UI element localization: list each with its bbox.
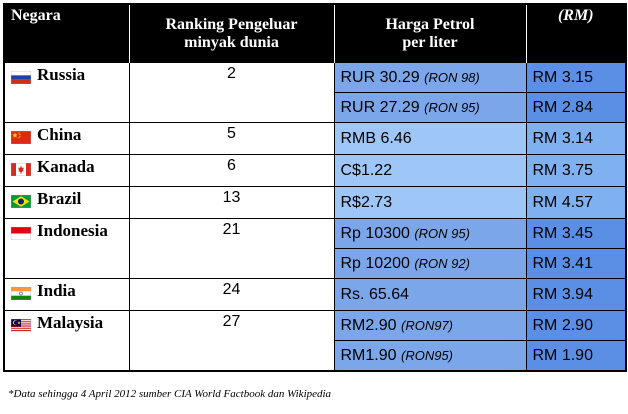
rm-price-cell: RM 3.45 xyxy=(525,218,627,249)
fuel-grade: (RON 95) xyxy=(424,99,480,115)
local-price-cell: RMB 6.46 xyxy=(333,122,527,155)
local-price-cell: C$1.22 xyxy=(333,154,527,187)
fuel-grade: (RON 92) xyxy=(414,255,470,271)
fuel-price-table-container: Negara Ranking Pengeluar minyak dunia Ha… xyxy=(3,3,627,372)
footnote: *Data sehingga 4 April 2012 sumber CIA W… xyxy=(8,388,332,400)
local-price-value: RUR 27.29 xyxy=(340,98,420,116)
country-cell: China xyxy=(3,122,130,155)
local-price-value: R$2.73 xyxy=(340,193,393,211)
table-row: Indonesia 21 Rp 10300 (RON 95) RM 3.45 xyxy=(3,218,627,279)
table-body: Russia 2 RUR 30.29 (RON 98) RM 3.15 RUR 27.2… xyxy=(3,62,627,372)
local-price-cell: Rp 10300 (RON 95) xyxy=(333,218,527,249)
header-price-line2: per liter xyxy=(402,33,458,51)
header-ranking: Ranking Pengeluar minyak dunia xyxy=(129,4,335,63)
country-cell: Russia xyxy=(3,62,130,123)
country-name: Brazil xyxy=(37,189,82,208)
rm-price-cell: RM 3.75 xyxy=(525,154,627,187)
local-price-cell: RUR 30.29 (RON 98) xyxy=(333,62,527,93)
local-price-value: Rp 10200 xyxy=(340,254,410,272)
local-price-cell: Rp 10200 (RON 92) xyxy=(333,248,527,279)
country-label: Russia xyxy=(5,65,85,85)
local-price-cell: R$2.73 xyxy=(333,186,527,219)
table-row: RM1.90 (RON95) RM 1.90 xyxy=(4,340,627,372)
rank-cell: 24 xyxy=(128,278,335,311)
local-price-cell: RM2.90 (RON97) xyxy=(333,310,527,341)
country-label: Indonesia xyxy=(5,221,108,241)
russia-flag-icon xyxy=(10,69,32,84)
table-row: China 5 RMB 6.46 RM 3.14 xyxy=(3,122,627,155)
canada-flag-icon xyxy=(10,161,32,176)
header-row: Negara Ranking Pengeluar minyak dunia Ha… xyxy=(4,4,626,63)
brazil-flag-icon xyxy=(10,193,32,208)
malaysia-flag-icon xyxy=(10,317,32,332)
rank-cell: 21 xyxy=(128,218,335,279)
local-price-value: RM2.90 xyxy=(340,316,397,334)
country-cell: Brazil xyxy=(3,186,130,219)
header-ranking-line1: Ranking Pengeluar xyxy=(165,15,298,33)
fuel-grade: (RON97) xyxy=(400,317,453,333)
rank-cell: 13 xyxy=(128,186,335,219)
country-label: India xyxy=(5,281,76,301)
local-price-cell: Rs. 65.64 xyxy=(333,278,527,311)
local-price-value: RUR 30.29 xyxy=(340,68,420,86)
rm-price-cell: RM 1.90 xyxy=(525,340,627,372)
fuel-price-table: Negara Ranking Pengeluar minyak dunia Ha… xyxy=(3,3,627,372)
country-name: Indonesia xyxy=(37,221,108,240)
rank-cell: 6 xyxy=(128,154,335,187)
header-rm: (RM) xyxy=(526,4,626,63)
local-price-value: RM1.90 xyxy=(340,346,397,364)
country-name: China xyxy=(37,125,82,144)
local-price-cell: RM1.90 (RON95) xyxy=(333,340,527,372)
country-label: Kanada xyxy=(5,157,95,177)
fuel-grade: (RON 98) xyxy=(424,69,480,85)
header-price-line1: Harga Petrol xyxy=(385,15,475,33)
country-label: China xyxy=(5,125,81,145)
local-price-value: C$1.22 xyxy=(340,161,393,179)
rm-price-cell: RM 4.57 xyxy=(525,186,627,219)
country-label: Brazil xyxy=(5,189,81,209)
china-flag-icon xyxy=(10,129,32,144)
local-price-cell: RUR 27.29 (RON 95) xyxy=(333,92,527,123)
rm-price-cell: RM 3.41 xyxy=(525,248,627,279)
table-row: India 24 Rs. 65.64 RM 3.94 xyxy=(3,278,627,311)
country-name: Russia xyxy=(37,65,86,84)
country-cell: Indonesia xyxy=(3,218,130,279)
header-ranking-line2: minyak dunia xyxy=(184,33,279,51)
rm-price-cell: RM 3.15 xyxy=(525,62,627,93)
country-name: Kanada xyxy=(37,157,95,176)
local-price-value: Rp 10300 xyxy=(340,224,410,242)
table-row: Kanada 6 C$1.22 RM 3.75 xyxy=(3,154,627,187)
country-name: India xyxy=(37,281,76,300)
table-row: Russia 2 RUR 30.29 (RON 98) RM 3.15 xyxy=(3,62,627,123)
country-cell: India xyxy=(3,278,130,311)
rm-price-cell: RM 3.14 xyxy=(525,122,627,155)
country-label: Malaysia xyxy=(5,313,103,333)
table-row: Rp 10200 (RON 92) RM 3.41 xyxy=(4,248,627,279)
rm-price-cell: RM 2.84 xyxy=(525,92,627,123)
fuel-grade: (RON 95) xyxy=(414,225,470,241)
indonesia-flag-icon xyxy=(10,225,32,240)
rm-price-cell: RM 3.94 xyxy=(525,278,627,311)
header-price: Harga Petrol per liter xyxy=(334,4,527,63)
fuel-grade: (RON95) xyxy=(400,347,453,363)
rm-price-cell: RM 2.90 xyxy=(525,310,627,341)
rank-cell: 27 xyxy=(128,310,335,372)
table-row: Malaysia 27 RM2.90 (RON97) RM 2.90 xyxy=(3,310,627,372)
rank-cell: 5 xyxy=(128,122,335,155)
india-flag-icon xyxy=(10,285,32,300)
rank-cell: 2 xyxy=(128,62,335,123)
header-country: Negara xyxy=(4,4,130,63)
country-cell: Malaysia xyxy=(3,310,130,372)
local-price-value: Rs. 65.64 xyxy=(340,285,409,303)
country-name: Malaysia xyxy=(37,313,104,332)
country-cell: Kanada xyxy=(3,154,130,187)
table-row: Brazil 13 R$2.73 RM 4.57 xyxy=(3,186,627,219)
local-price-value: RMB 6.46 xyxy=(340,129,412,147)
